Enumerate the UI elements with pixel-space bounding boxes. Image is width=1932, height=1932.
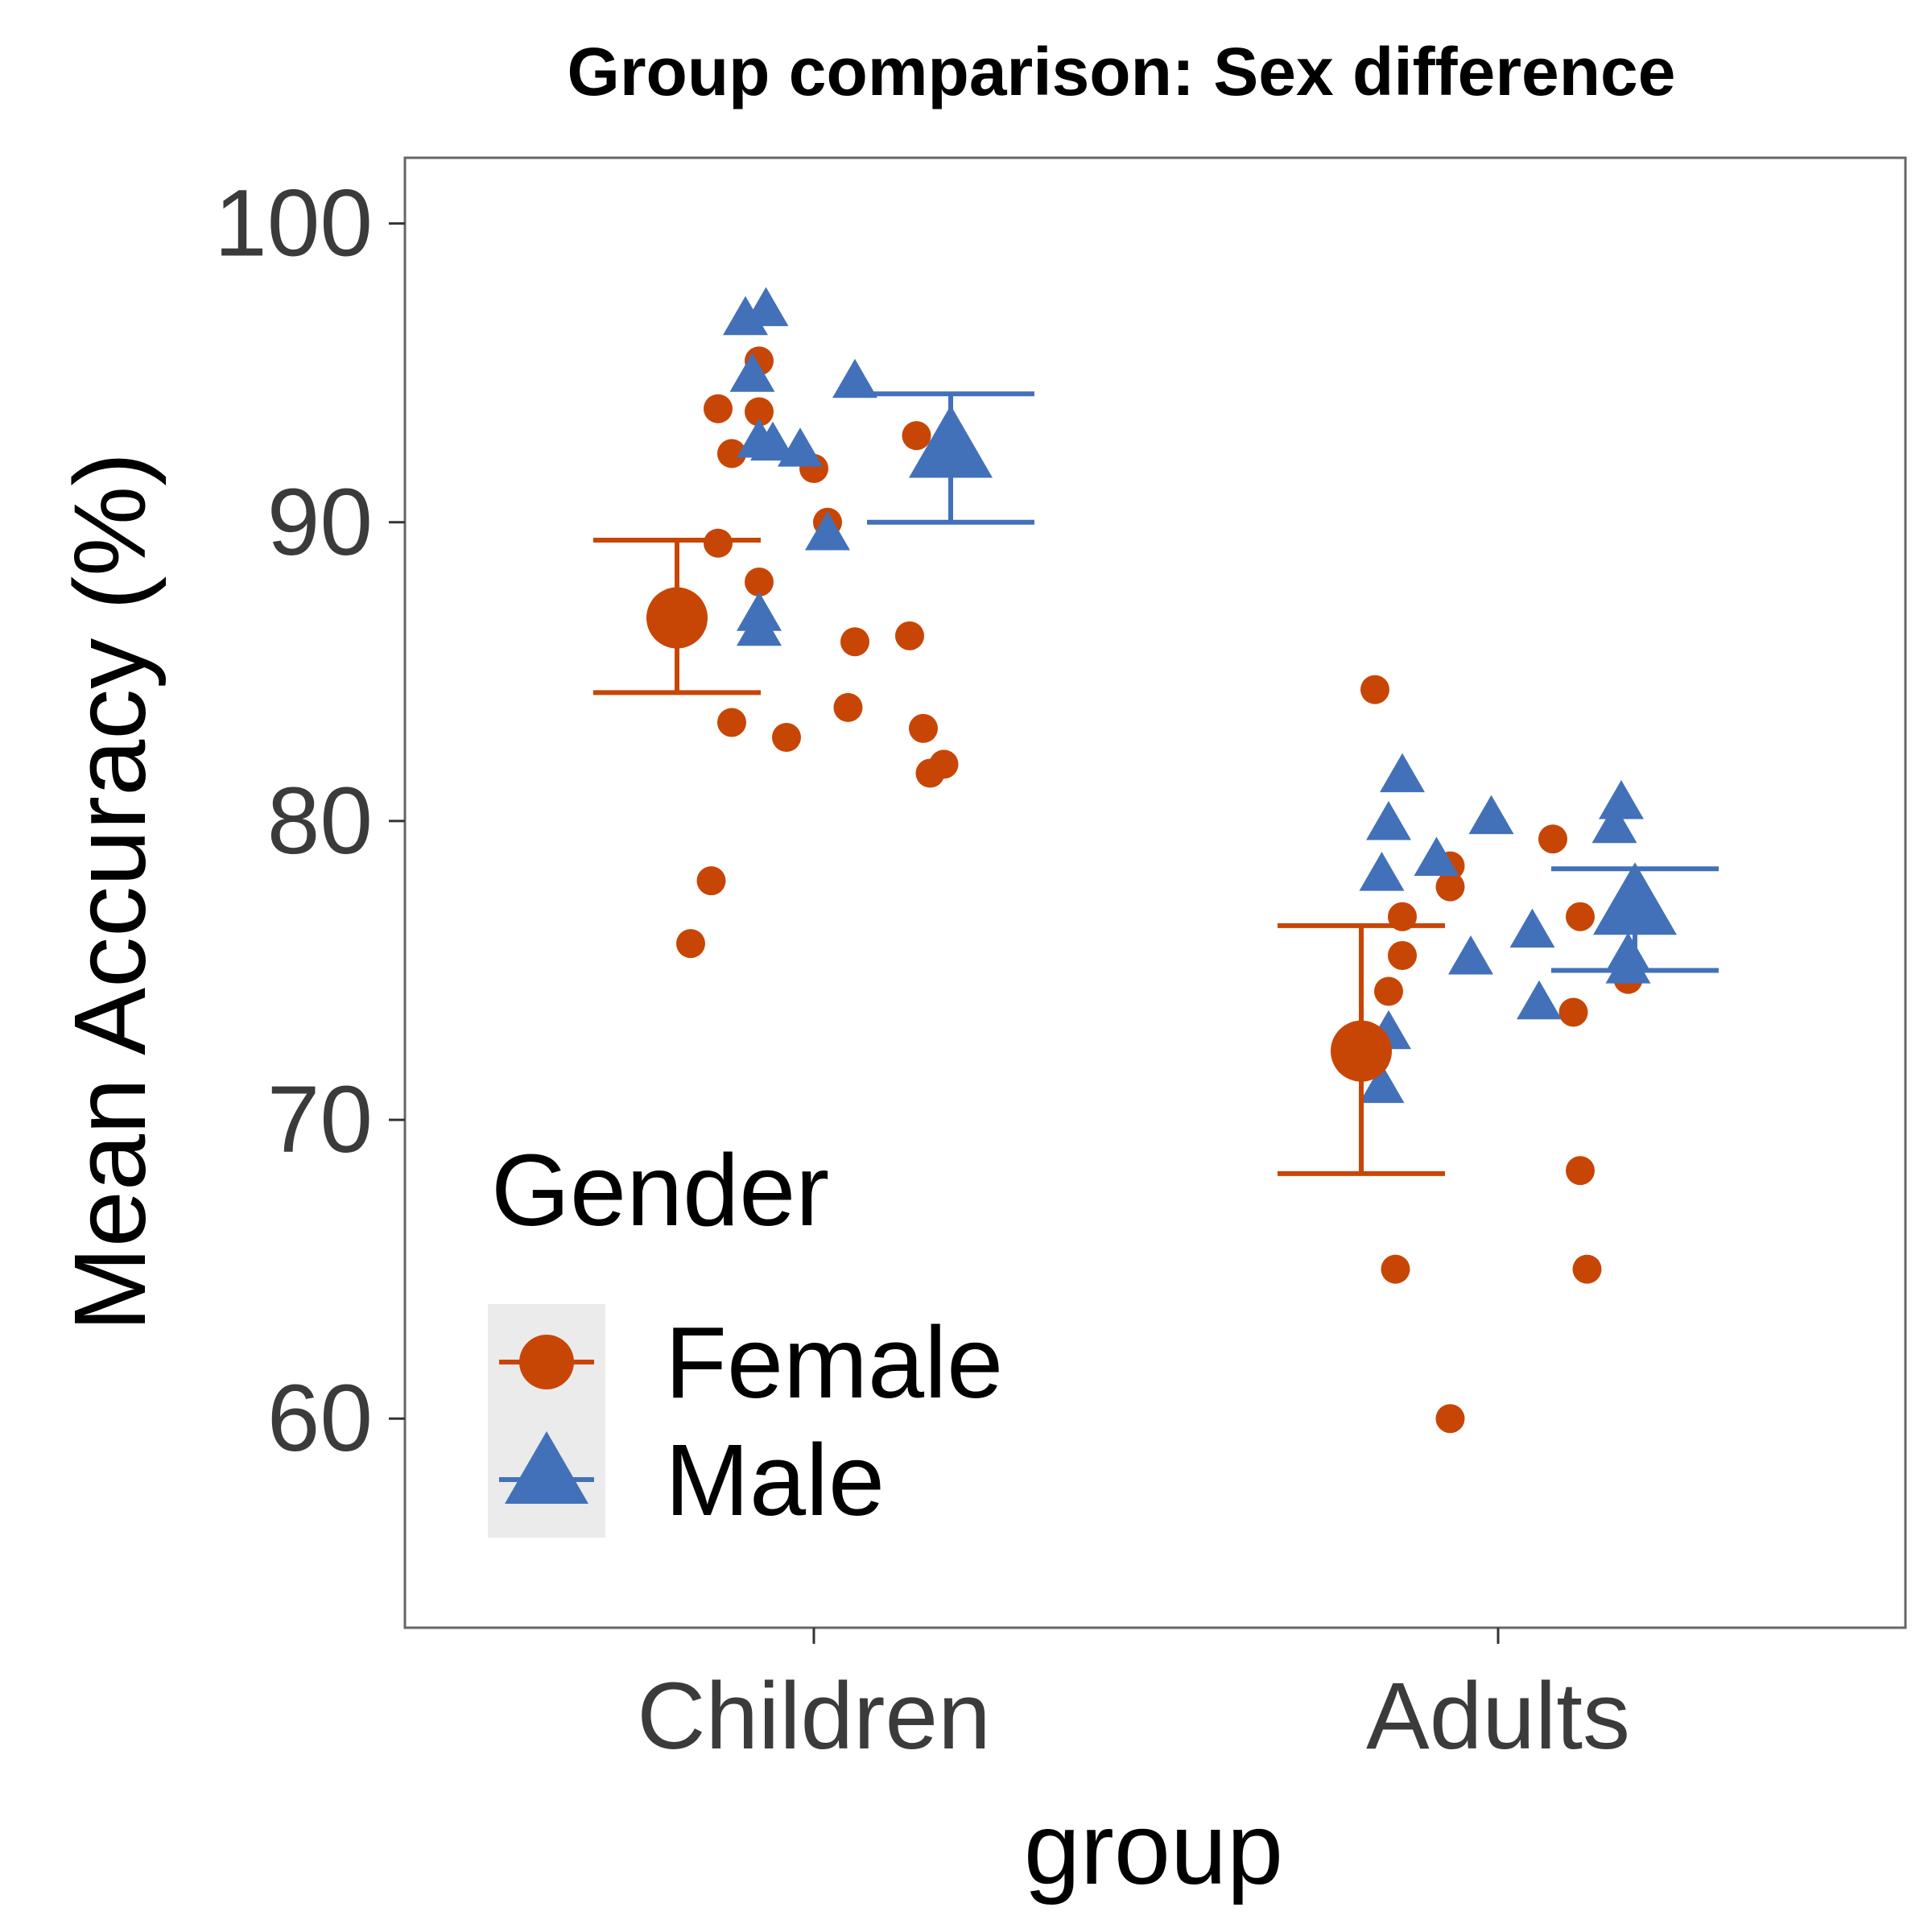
y-axis: 60 70 80 90 100 [214,171,405,1472]
female-point-18 [902,421,931,451]
male-point-15 [1448,935,1493,975]
male-point-3 [832,358,877,398]
male-point-20 [1599,780,1644,819]
y-tick-label-100: 100 [214,171,373,277]
female-point-16 [696,866,726,896]
male-point-14 [1359,852,1405,891]
female-point-7 [745,568,774,597]
legend-key-female-marker [519,1335,574,1389]
male-point-11 [1366,801,1411,840]
male-point-10 [1380,753,1425,793]
female-point-24 [1374,976,1403,1006]
x-axis: Children Adults [637,1628,1630,1769]
x-tick-label-adults: Adults [1366,1663,1630,1769]
female-point-21 [1435,872,1465,902]
female-point-23 [1388,940,1417,970]
female-point-3 [745,397,774,427]
x-axis-label: group [1024,1792,1283,1905]
y-tick-label-60: 60 [267,1365,373,1472]
legend-label-male: Male [665,1423,885,1537]
female-point-27 [1558,997,1588,1027]
female-point-13 [909,713,938,743]
legend-key-male-marker [505,1430,588,1505]
female-point-32 [1435,1404,1465,1434]
female-point-10 [833,692,863,722]
female-point-6 [704,528,733,558]
y-tick-label-90: 90 [267,469,373,576]
female-mean-children [646,587,708,649]
female-point-26 [1566,902,1595,931]
y-axis-label: Mean Accuracy (%) [53,452,167,1331]
female-point-9 [895,621,924,650]
male-point-16 [1509,908,1555,948]
legend-title: Gender [491,1133,829,1247]
male-point-13 [1414,836,1459,877]
female-point-30 [1381,1254,1410,1284]
male-point-12 [1468,795,1514,835]
male-point-21 [1591,803,1637,844]
plot-panel [403,156,1907,1629]
male-mean-children [909,405,993,478]
female-point-29 [1566,1156,1595,1186]
chart-title: Group comparison: Sex difference [568,34,1676,109]
male-point-7 [805,511,850,551]
male-point-23 [1605,944,1651,984]
male-point-2 [729,353,775,392]
female-point-25 [1538,824,1567,854]
y-tick-label-70: 70 [267,1067,373,1173]
summary-markers [593,391,1719,1176]
y-tick-label-80: 80 [267,768,373,874]
x-tick-label-children: Children [637,1663,990,1769]
female-point-31 [1572,1254,1602,1284]
male-point-19 [1359,1063,1405,1104]
female-point-12 [772,723,801,753]
female-point-1 [717,439,746,469]
female-point-17 [676,929,705,959]
female-point-15 [915,758,945,788]
male-mean-adults [1593,862,1677,935]
male-point-6 [778,427,823,467]
female-mean-adults [1331,1020,1392,1082]
data-points [676,287,1651,1434]
female-point-11 [717,708,746,737]
female-point-8 [840,627,869,657]
male-point-17 [1517,980,1562,1020]
female-point-0 [704,394,733,423]
male-point-9 [737,606,782,646]
male-point-1 [743,287,789,327]
female-point-19 [1360,675,1389,704]
legend-label-female: Female [665,1306,1003,1419]
male-point-5 [750,421,795,461]
